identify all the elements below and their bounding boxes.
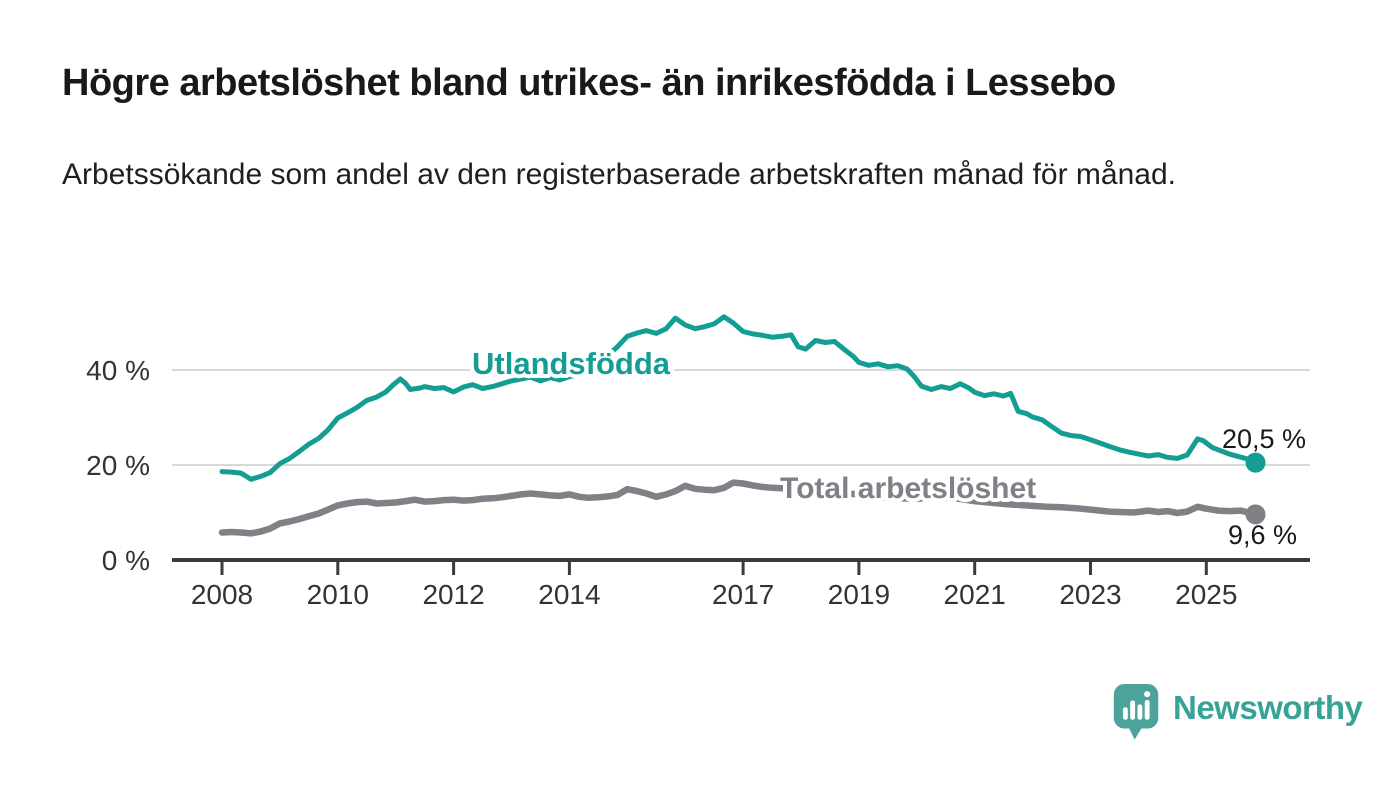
brand-footer: Newsworthy [1113,684,1363,746]
logo-bar-3 [1137,704,1143,720]
x-tick-label: 2023 [1059,579,1121,610]
x-tick-label: 2008 [191,579,253,610]
newsworthy-logo-icon [1113,684,1159,740]
x-tick-label: 2021 [944,579,1006,610]
series-name-label-total: Total arbetslöshet [780,472,1036,505]
chart-subtitle: Arbetssökande som andel av den registerb… [62,158,1176,191]
logo-bar-1 [1122,707,1128,720]
x-tick-label: 2012 [422,579,484,610]
x-tick-label: 2017 [712,579,774,610]
series-end-dot-utlandsfodda [1245,452,1266,473]
y-tick-label: 20 % [86,450,150,481]
logo-exclamation-bar [1144,699,1150,720]
x-tick-label: 2014 [538,579,600,610]
series-line-total [218,479,1259,537]
logo-speech-bubble [1113,684,1159,740]
series-line-utlandsfodda [219,314,1258,482]
y-tick-label: 0 % [102,545,150,576]
x-tick-label: 2025 [1175,579,1237,610]
page-title: Högre arbetslöshet bland utrikes- än inr… [62,62,1116,104]
brand-name: Newsworthy [1173,689,1363,726]
series-name-label-utlandsfodda: Utlandsfödda [472,346,671,381]
value-label-utlandsfodda: 20,5 % [1222,424,1306,454]
y-tick-label: 40 % [86,355,150,386]
x-tick-label: 2010 [307,579,369,610]
series-end-dot-total [1245,504,1266,525]
value-label-total: 9,6 % [1228,520,1297,550]
logo-bar-2 [1130,700,1136,720]
logo-exclamation-dot [1144,691,1151,698]
x-tick-label: 2019 [828,579,890,610]
